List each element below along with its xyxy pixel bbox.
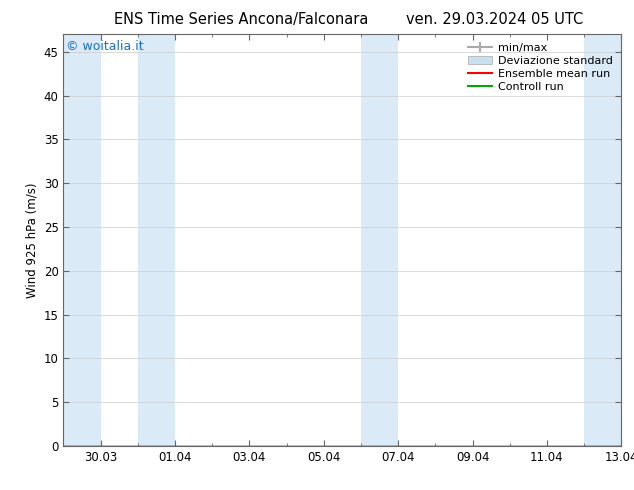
Legend: min/max, Deviazione standard, Ensemble mean run, Controll run: min/max, Deviazione standard, Ensemble m… [464,40,616,95]
Text: © woitalia.it: © woitalia.it [66,41,144,53]
Text: ven. 29.03.2024 05 UTC: ven. 29.03.2024 05 UTC [406,12,583,27]
Text: ENS Time Series Ancona/Falconara: ENS Time Series Ancona/Falconara [113,12,368,27]
Bar [63,34,101,446]
Bar [138,34,175,446]
Y-axis label: Wind 925 hPa (m/s): Wind 925 hPa (m/s) [25,182,38,298]
Bar [361,34,398,446]
Bar [584,34,621,446]
